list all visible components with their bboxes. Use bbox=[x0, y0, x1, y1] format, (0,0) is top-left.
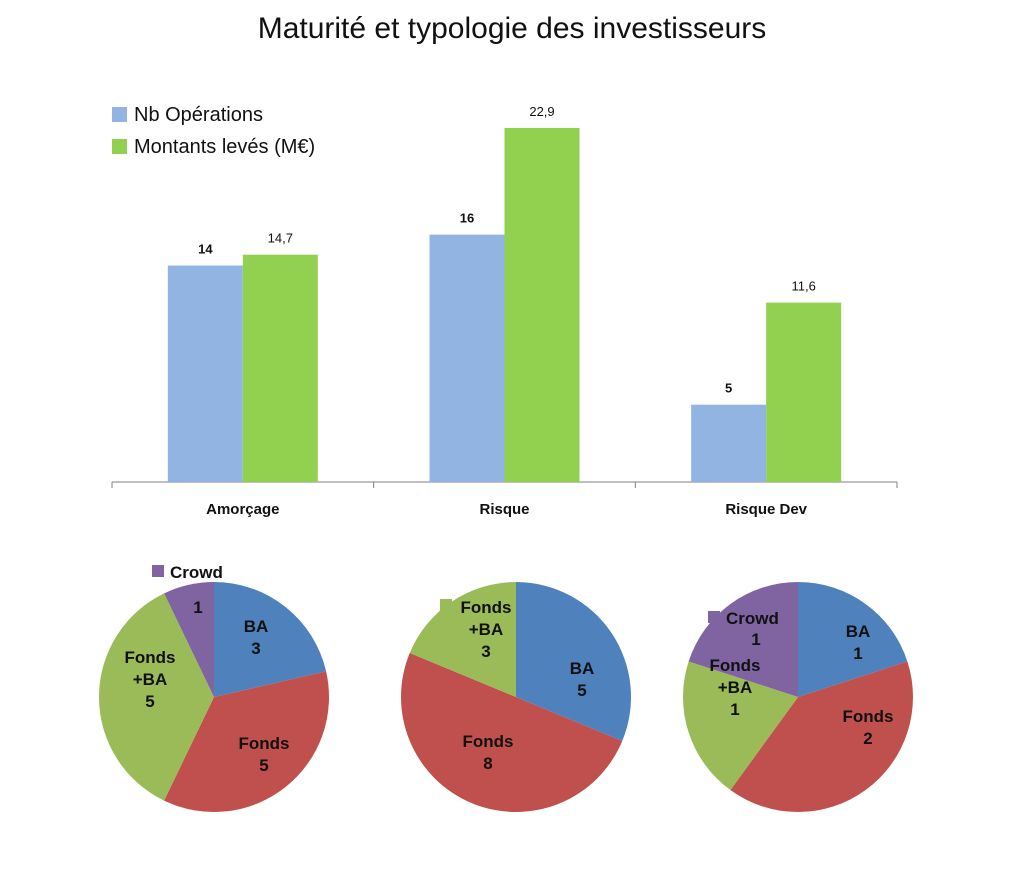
pie-slice-risque-dev-fonds bbox=[730, 661, 913, 812]
pie-slice-risque-ba bbox=[516, 582, 632, 742]
pie-label-name-risque-dev-fonds-ba: +BA bbox=[718, 678, 752, 697]
pie-slice-amorcage-ba bbox=[214, 582, 327, 697]
pie-legend-swatch-risque-fonds-ba bbox=[440, 599, 452, 611]
bar-risque-dev-montants-leves-m bbox=[766, 302, 842, 482]
pie-label-name-amorcage-ba: BA bbox=[244, 617, 269, 636]
legend-swatch-montants-leves-m bbox=[112, 139, 127, 154]
pie-label-value-amorcage-crowd: 1 bbox=[193, 598, 202, 617]
category-label-risque: Risque bbox=[479, 501, 529, 518]
pie-label-name-risque-dev-fonds: Fonds bbox=[843, 707, 894, 726]
pie-label-value-risque-fonds-ba: 3 bbox=[481, 642, 490, 661]
pie-label-value-risque-ba: 5 bbox=[577, 681, 586, 700]
pie-label-name-amorcage-fonds-ba: +BA bbox=[133, 670, 167, 689]
pie-label-value-risque-dev-fonds-ba: 1 bbox=[730, 700, 739, 719]
category-label-amorcage: Amorçage bbox=[206, 501, 279, 518]
bar-legend: Nb Opérations Montants levés (M€) bbox=[112, 104, 315, 158]
bar-risque-montants-leves-m bbox=[504, 127, 580, 482]
pie-label-name-amorcage-fonds-ba: Fonds bbox=[125, 648, 176, 667]
bar-risque-nb-operations bbox=[429, 234, 505, 482]
pie-label-name-risque-ba: BA bbox=[570, 659, 595, 678]
chart-title: Maturité et typologie des investisseurs bbox=[257, 12, 767, 45]
pie-label-name-risque-dev-crowd: Crowd bbox=[726, 609, 779, 628]
pie-slice-risque-dev-fonds-ba bbox=[683, 661, 798, 791]
data-label-amorcage-montants-leves-m: 14,7 bbox=[268, 231, 293, 246]
legend-swatch-nb-operations bbox=[112, 107, 127, 122]
pie-slice-amorcage-fonds-ba bbox=[98, 593, 214, 801]
pie-label-value-amorcage-ba: 3 bbox=[251, 639, 260, 658]
bar-amorcage-nb-operations bbox=[167, 265, 243, 482]
legend-label-montants-leves-m: Montants levés (M€) bbox=[134, 136, 315, 158]
pie-slice-risque-dev-crowd bbox=[688, 582, 798, 697]
bar-chart: 14 14,7 Amorçage 16 22,9 Risque 5 11,6 Risque De… bbox=[111, 104, 898, 518]
data-label-risque-montants-leves-m: 22,9 bbox=[529, 104, 554, 119]
pie-legend-swatch-risque-dev-crowd bbox=[708, 611, 720, 623]
pie-slice-risque-fonds-ba bbox=[409, 581, 516, 697]
pie-label-value-risque-dev-fonds: 2 bbox=[863, 729, 872, 748]
pie-label-name-risque-dev-fonds-ba: Fonds bbox=[710, 656, 761, 675]
pie-label-name-risque-dev-ba: BA bbox=[846, 622, 871, 641]
pie-risque: BA 5 Fonds 8 Fonds +BA 3 bbox=[400, 581, 632, 812]
pie-label-name-risque-fonds-ba: +BA bbox=[469, 620, 503, 639]
data-label-risque-dev-montants-leves-m: 11,6 bbox=[791, 279, 815, 294]
pie-legend-swatch-amorcage-crowd bbox=[152, 565, 164, 577]
pie-label-value-amorcage-fonds: 5 bbox=[259, 756, 268, 775]
data-label-risque-nb-operations: 16 bbox=[460, 211, 474, 226]
pie-label-value-risque-dev-crowd: 1 bbox=[751, 630, 760, 649]
pie-label-name-risque-fonds: Fonds bbox=[463, 732, 514, 751]
pie-slice-risque-fonds bbox=[400, 652, 623, 812]
pie-label-value-amorcage-fonds-ba: 5 bbox=[145, 692, 154, 711]
pie-charts: BA 3 Fonds 5 Fonds +BA 5 Crowd 1 BA 5 Fonds 8 Fonds +B… bbox=[98, 563, 913, 812]
pie-amorcage: BA 3 Fonds 5 Fonds +BA 5 Crowd 1 bbox=[98, 563, 329, 812]
pie-slice-amorcage-crowd bbox=[164, 582, 214, 697]
legend-label-nb-operations: Nb Opérations bbox=[134, 104, 263, 126]
pie-label-name-amorcage-fonds: Fonds bbox=[239, 734, 290, 753]
pie-risque-dev: BA 1 Fonds 2 Fonds +BA 1 Crowd 1 bbox=[683, 582, 913, 812]
bar-risque-dev-nb-operations bbox=[691, 404, 767, 482]
pie-label-name-risque-fonds-ba: Fonds bbox=[461, 598, 512, 617]
bar-amorcage-montants-leves-m bbox=[242, 254, 318, 482]
pie-label-value-risque-dev-ba: 1 bbox=[853, 644, 862, 663]
pie-label-value-risque-fonds: 8 bbox=[483, 754, 492, 773]
pie-label-name-amorcage-crowd: Crowd bbox=[170, 563, 223, 582]
pie-slice-risque-dev-ba bbox=[798, 582, 908, 697]
pie-slice-amorcage-fonds bbox=[164, 671, 329, 812]
category-label-risque-dev: Risque Dev bbox=[725, 501, 807, 518]
data-label-amorcage-nb-operations: 14 bbox=[198, 242, 213, 257]
data-label-risque-dev-nb-operations: 5 bbox=[725, 381, 732, 396]
